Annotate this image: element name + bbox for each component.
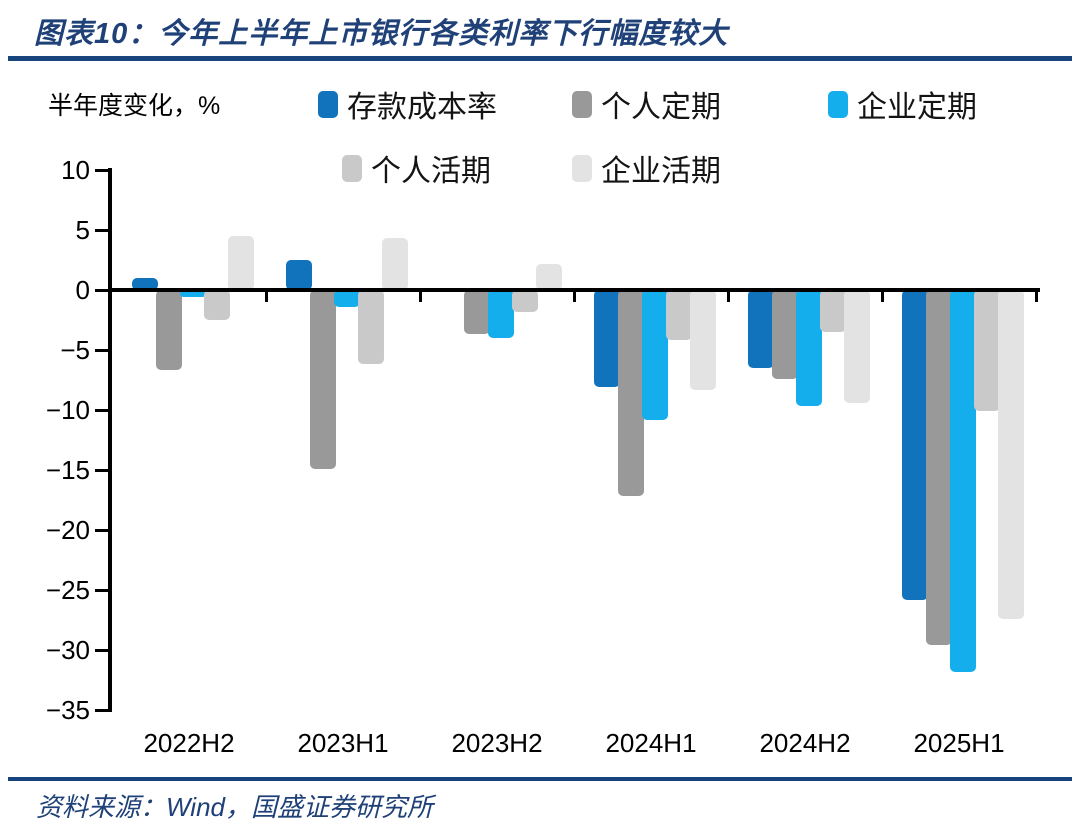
bottom-rule [8,777,1072,781]
x-category-label: 2025H1 [913,728,1005,758]
x-category-label: 2022H2 [143,728,235,758]
category-boundary-tick [727,290,730,302]
y-tick-label: −15 [45,455,90,485]
bar-企业定期-2023H2 [488,290,514,338]
x-category-label: 2023H1 [297,728,389,758]
category-boundary-tick [419,290,422,302]
bar-企业定期-2024H2 [796,290,822,407]
bar-企业定期-2022H2 [180,290,206,298]
y-tick-label: −35 [45,695,90,725]
legend-label: 个人活期 [371,155,491,188]
legend-swatch-icon [572,154,592,182]
bar-个人活期-2023H2 [512,290,538,312]
bar-存款成本率-2025H1 [902,290,928,600]
legend-swatch-icon [828,90,848,118]
bar-企业活期-2023H2 [536,263,562,290]
bar-个人活期-2025H1 [974,290,1000,412]
bar-存款成本率-2022H2 [132,278,158,290]
y-tick [95,589,108,592]
legend-item-个人定期: 个人定期 [572,86,721,124]
legend-item-企业定期: 企业定期 [828,86,977,124]
y-tick [95,169,108,172]
y-tick-label: −30 [45,635,90,665]
y-tick-label: 0 [75,275,90,305]
bar-存款成本率-2023H1 [286,260,312,290]
bar-个人定期-2023H2 [464,290,490,335]
bar-个人定期-2025H1 [926,290,952,646]
legend-swatch-icon [342,154,362,182]
bar-存款成本率-2024H2 [748,290,774,368]
bar-企业活期-2024H1 [690,290,716,390]
bar-企业定期-2024H1 [642,290,668,420]
y-axis-unit-label: 半年度变化，% [48,92,221,120]
category-boundary-tick [1035,290,1038,302]
bar-个人定期-2024H2 [772,290,798,379]
y-axis-line [108,168,112,712]
y-tick [95,289,108,292]
bar-个人定期-2024H1 [618,290,644,497]
legend-swatch-icon [318,90,338,118]
legend-label: 个人定期 [601,91,721,124]
legend-label: 企业活期 [601,155,721,188]
y-tick-label: −25 [45,575,90,605]
y-tick-label: −20 [45,515,90,545]
y-tick [95,469,108,472]
category-boundary-tick [881,290,884,302]
category-boundary-tick [265,290,268,302]
bar-存款成本率-2024H1 [594,290,620,388]
bar-企业活期-2025H1 [998,290,1024,619]
category-boundary-tick [573,290,576,302]
legend-item-个人活期: 个人活期 [342,150,491,188]
figure-title: 图表10：今年上半年上市银行各类利率下行幅度较大 [34,18,729,50]
y-tick-label: 5 [75,215,90,245]
bar-个人活期-2022H2 [204,290,230,320]
bar-个人活期-2023H1 [358,290,384,365]
y-tick-label: −5 [60,335,90,365]
y-tick [95,709,108,712]
y-tick [95,649,108,652]
y-tick [95,229,108,232]
bar-个人活期-2024H1 [666,290,692,341]
legend-label: 存款成本率 [347,91,497,124]
legend-label: 企业定期 [857,91,977,124]
bar-个人活期-2024H2 [820,290,846,332]
bar-企业定期-2023H1 [334,290,360,307]
y-tick [95,409,108,412]
y-tick [95,529,108,532]
y-tick [95,349,108,352]
top-rule [8,56,1072,61]
legend-item-存款成本率: 存款成本率 [318,86,497,124]
x-category-label: 2024H1 [605,728,697,758]
bar-企业定期-2025H1 [950,290,976,672]
x-category-label: 2024H2 [759,728,851,758]
legend-item-企业活期: 企业活期 [572,150,721,188]
x-category-label: 2023H2 [451,728,543,758]
bar-企业活期-2024H2 [844,290,870,403]
legend-swatch-icon [572,90,592,118]
bar-企业活期-2023H1 [382,238,408,290]
y-tick-label: −10 [45,395,90,425]
bar-个人定期-2022H2 [156,290,182,371]
bar-企业活期-2022H2 [228,236,254,290]
bar-个人定期-2023H1 [310,290,336,469]
y-tick-label: 10 [61,155,90,185]
source-note: 资料来源：Wind，国盛证券研究所 [36,792,434,822]
